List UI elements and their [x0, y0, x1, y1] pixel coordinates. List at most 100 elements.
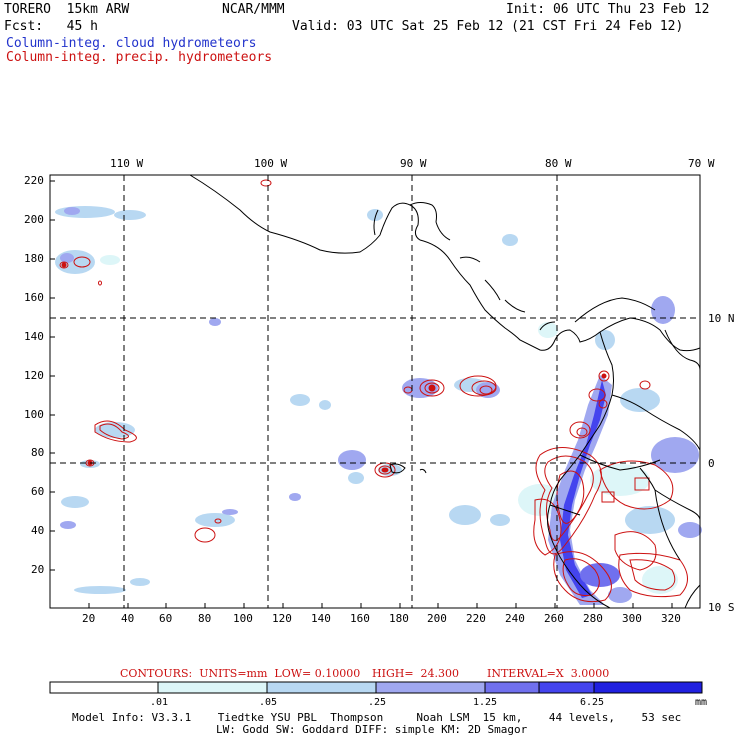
lat-label-10n: 10 N [708, 312, 735, 325]
cloud-patch [502, 234, 518, 246]
cloud-patch [625, 506, 675, 534]
cloud-patch [64, 207, 80, 215]
colorbar-box [49, 681, 159, 694]
x-tick-label: 160 [350, 612, 370, 625]
cloud-patch [222, 509, 238, 515]
lon-label-90w: 90 W [400, 157, 427, 170]
cloud-patch [290, 394, 310, 406]
model-info-physics: LW: Godd SW: Goddard DIFF: simple KM: 2D… [216, 723, 528, 736]
y-tick-label: 140 [24, 330, 44, 343]
precip-contours [59, 179, 688, 603]
x-tick-label: 240 [505, 612, 525, 625]
colorbar-label: 6.25 [580, 697, 605, 708]
contour-high: HIGH= 24.300 [372, 667, 460, 680]
lon-label-70w: 70 W [688, 157, 715, 170]
init-time: Init: 06 UTC Thu 23 Feb 12 [506, 2, 710, 17]
cloud-patch [449, 505, 481, 525]
x-tick-label: 180 [389, 612, 409, 625]
cloud-patch [367, 209, 383, 221]
lat-label-10s: 10 S [708, 601, 735, 614]
lon-label-80w: 80 W [545, 157, 572, 170]
colorbar-box [484, 681, 540, 694]
cloud-patch [490, 514, 510, 526]
model-title: TORERO 15km ARW [4, 2, 130, 17]
x-tick-label: 40 [121, 612, 135, 625]
lon-label-110w: 110 W [110, 157, 144, 170]
x-tick-label: 300 [622, 612, 642, 625]
graticule [50, 175, 700, 608]
contour-interval: INTERVAL=X 3.0000 [487, 667, 610, 680]
cloud-patch [61, 496, 89, 508]
x-tick-label: 280 [583, 612, 603, 625]
cloud-patch [319, 400, 331, 410]
lon-label-100w: 100 W [254, 157, 288, 170]
contour-units: CONTOURS: UNITS=mm LOW= 0.10000 [120, 667, 361, 680]
colorbar-box [538, 681, 595, 694]
field-precip-label: Column-integ. precip. hydrometeors [6, 50, 273, 65]
cloud-patch [642, 566, 678, 594]
cloud-patch [60, 521, 76, 529]
x-tick-label: 120 [272, 612, 292, 625]
cloud-patch [348, 472, 364, 484]
cloud-patch [209, 318, 221, 326]
x-tick-label: 260 [544, 612, 564, 625]
map-frame [49, 174, 701, 609]
andes-cloud-core [560, 380, 606, 598]
cloud-patch [130, 578, 150, 586]
colorbar-box [157, 681, 268, 694]
cloud-patch [60, 253, 74, 263]
y-tick-label: 40 [31, 524, 45, 537]
colorbar-box [593, 681, 703, 694]
y-tick-label: 20 [31, 563, 45, 576]
cloud-shading [55, 206, 702, 605]
cloud-patch [608, 587, 632, 603]
cloud-patch [651, 296, 675, 324]
x-tick-label: 80 [198, 612, 212, 625]
model-info: Model Info: V3.3.1 Tiedtke YSU PBL Thomp… [72, 711, 682, 724]
cloud-patch [538, 322, 558, 338]
x-tick-label: 320 [661, 612, 681, 625]
coastlines [189, 174, 701, 609]
cloud-patch [55, 250, 95, 274]
cloud-patch [74, 586, 126, 594]
colorbar-label: .01 [150, 697, 169, 708]
x-tick-label: 200 [427, 612, 447, 625]
forecast-hour: Fcst: 45 h [4, 19, 98, 34]
y-tick-label: 200 [24, 213, 44, 226]
cloud-patch [620, 388, 660, 412]
cloud-patch [114, 210, 146, 220]
lat-label-0: 0 [708, 457, 715, 470]
y-tick-label: 220 [24, 174, 44, 187]
org-label: NCAR/MMM [222, 2, 285, 17]
valid-time: Valid: 03 UTC Sat 25 Feb 12 (21 CST Fri … [292, 19, 684, 34]
x-tick-label: 100 [233, 612, 253, 625]
y-tick-label: 160 [24, 291, 44, 304]
colorbar-label: 1.25 [473, 697, 498, 708]
cloud-patch [580, 563, 620, 587]
x-tick-label: 20 [82, 612, 96, 625]
colorbar [49, 681, 703, 694]
cloud-patch [100, 255, 120, 265]
colorbar-box [266, 681, 377, 694]
y-tick-label: 180 [24, 252, 44, 265]
cloud-patch [55, 206, 115, 218]
colorbar-unit: mm [695, 697, 708, 708]
colorbar-label: .25 [368, 697, 387, 708]
cloud-patch [595, 330, 615, 350]
x-tick-label: 60 [159, 612, 173, 625]
cloud-patch [338, 450, 366, 470]
y-tick-label: 100 [24, 408, 44, 421]
cloud-patch [651, 437, 699, 473]
y-tick-label: 60 [31, 485, 45, 498]
colorbar-label: .05 [259, 697, 278, 708]
x-tick-label: 140 [311, 612, 331, 625]
cloud-patch [678, 522, 702, 538]
y-tick-label: 120 [24, 369, 44, 382]
y-tick-label: 80 [31, 446, 45, 459]
axis-ticks [50, 180, 673, 608]
field-cloud-label: Column-integ. cloud hydrometeors [6, 36, 257, 51]
colorbar-box [375, 681, 486, 694]
cloud-patch [476, 382, 500, 398]
cloud-patch [518, 484, 562, 516]
